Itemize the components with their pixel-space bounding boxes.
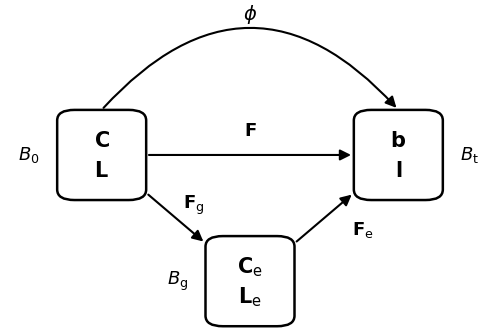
Text: $B_{\mathrm{t}}$: $B_{\mathrm{t}}$ xyxy=(460,145,479,165)
Text: $\mathbf{l}$: $\mathbf{l}$ xyxy=(394,161,402,181)
Text: $\mathbf{L}$: $\mathbf{L}$ xyxy=(94,161,109,181)
Text: $\mathbf{F}$: $\mathbf{F}$ xyxy=(244,122,256,140)
Text: $\mathbf{F}_{\mathrm{g}}$: $\mathbf{F}_{\mathrm{g}}$ xyxy=(182,194,204,217)
Text: $\mathbf{C}$: $\mathbf{C}$ xyxy=(94,132,110,151)
FancyBboxPatch shape xyxy=(57,110,146,200)
FancyBboxPatch shape xyxy=(206,236,294,326)
Text: $\phi$: $\phi$ xyxy=(243,3,257,26)
Text: $B_0$: $B_0$ xyxy=(18,145,40,165)
Text: $\mathbf{C}_{\mathrm{e}}$: $\mathbf{C}_{\mathrm{e}}$ xyxy=(237,256,263,279)
FancyArrowPatch shape xyxy=(104,28,395,108)
Text: $\mathbf{F}_{\mathrm{e}}$: $\mathbf{F}_{\mathrm{e}}$ xyxy=(352,220,374,240)
Text: $\mathbf{L}_{\mathrm{e}}$: $\mathbf{L}_{\mathrm{e}}$ xyxy=(238,286,262,309)
Text: $\mathbf{b}$: $\mathbf{b}$ xyxy=(390,132,406,151)
FancyBboxPatch shape xyxy=(354,110,443,200)
Text: $B_{\mathrm{g}}$: $B_{\mathrm{g}}$ xyxy=(167,269,188,293)
